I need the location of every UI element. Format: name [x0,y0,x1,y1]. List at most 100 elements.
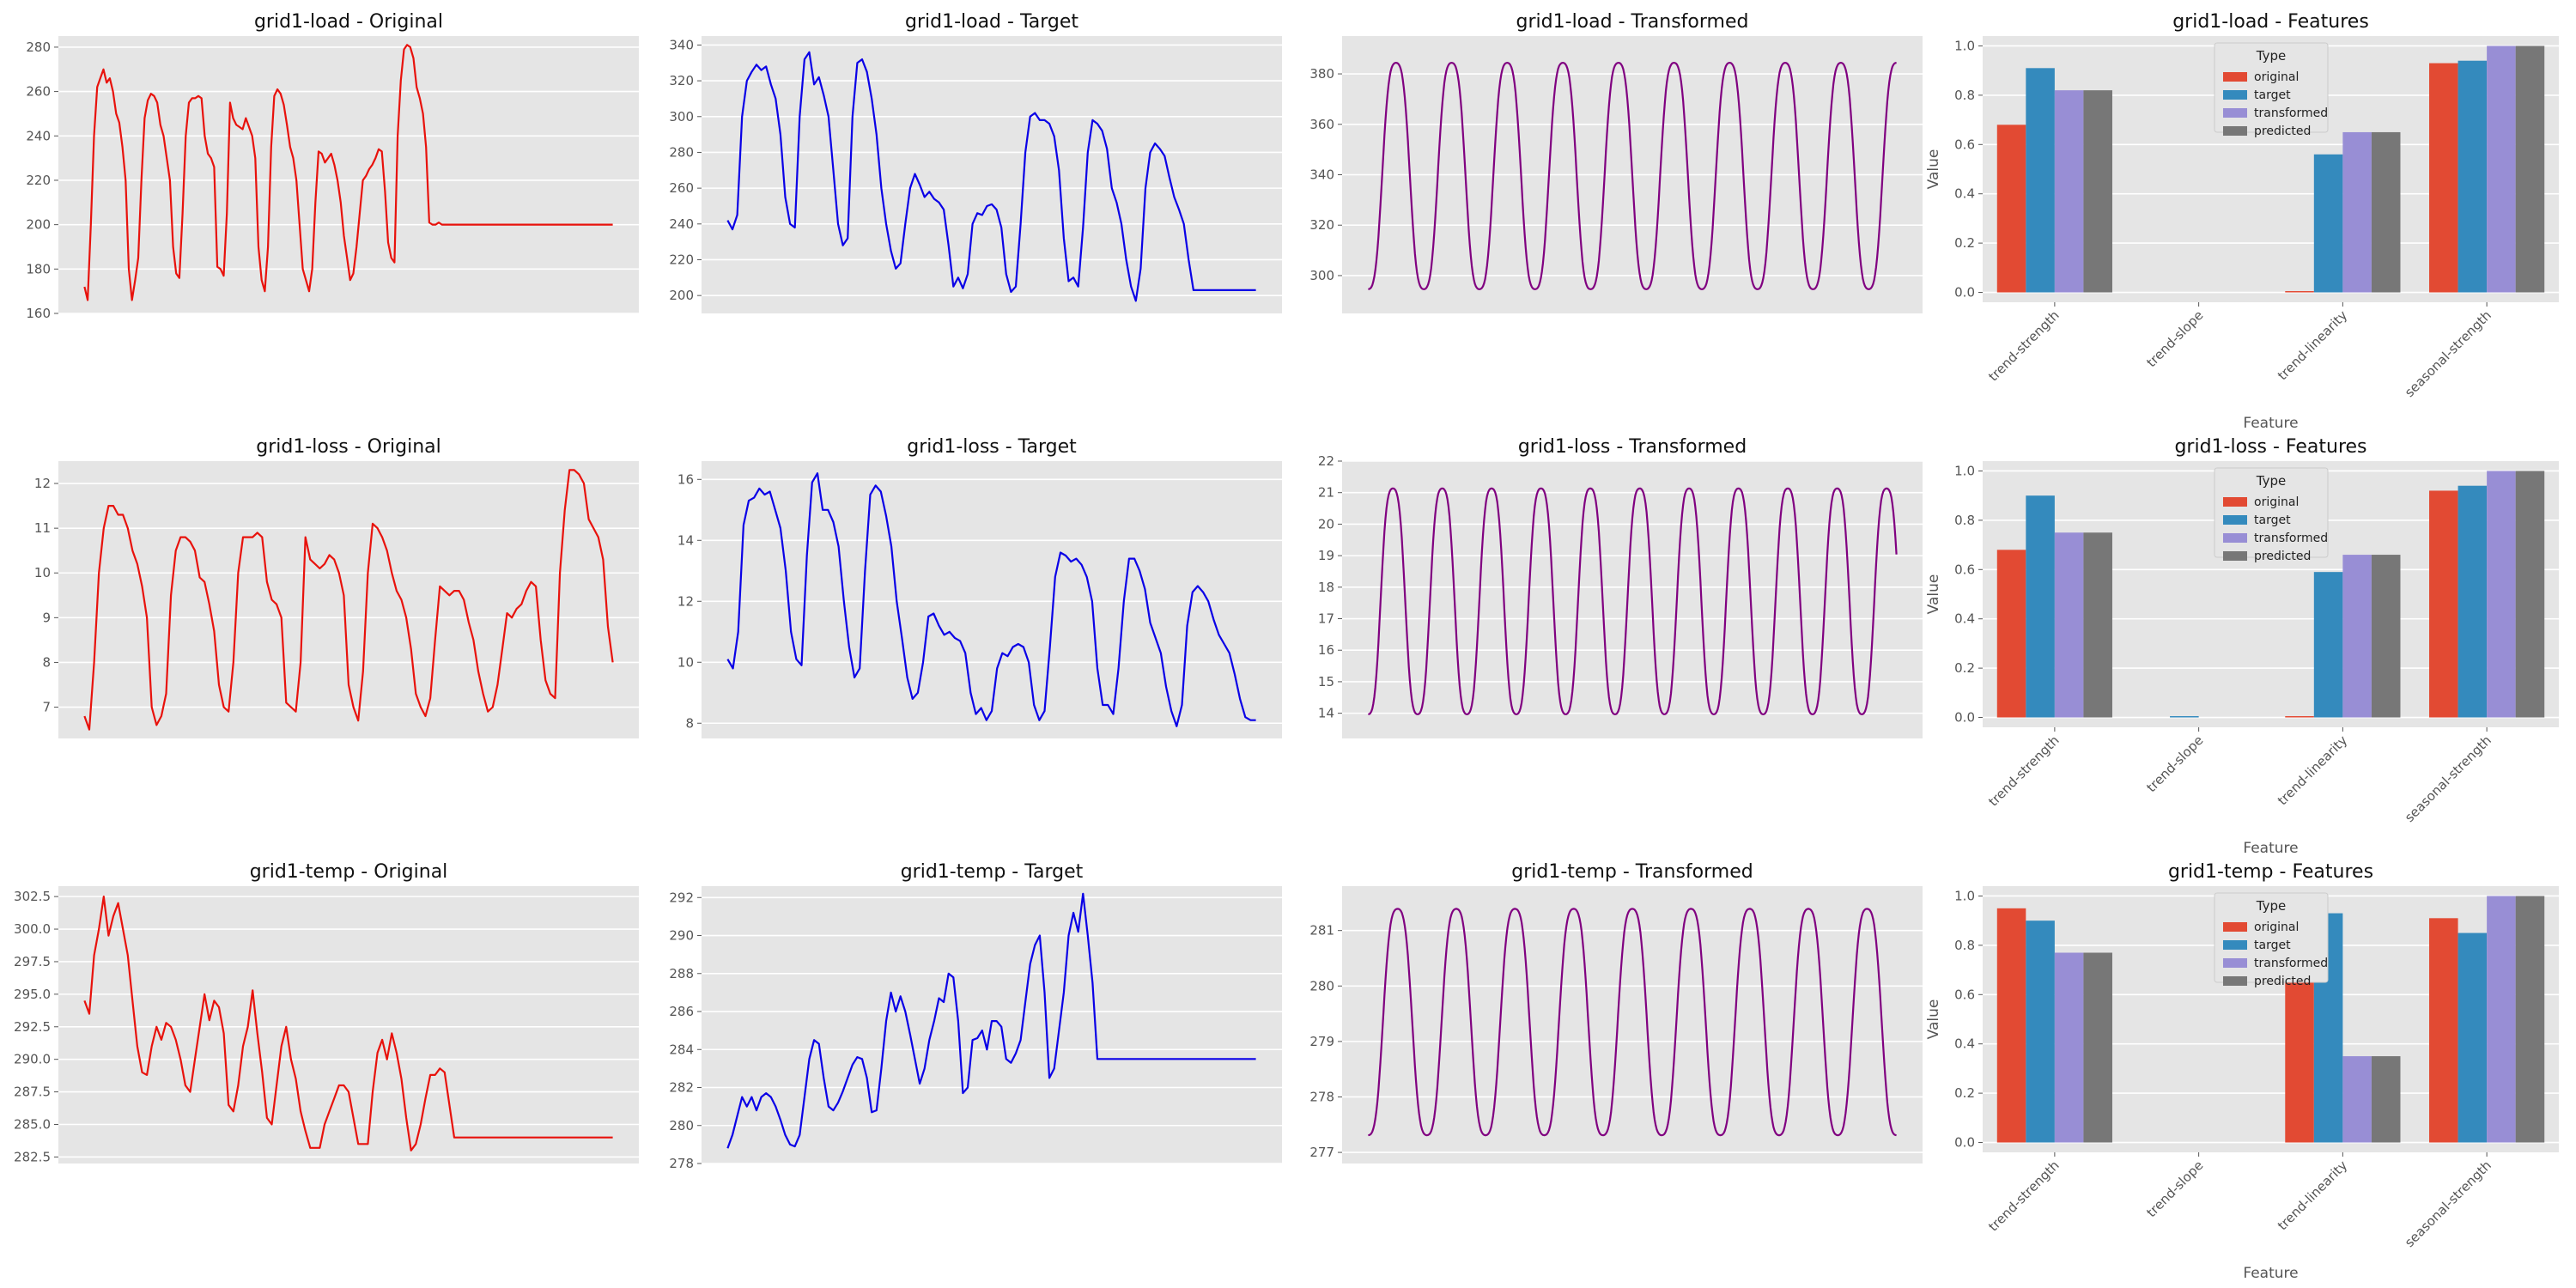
legend-label: predicted [2254,125,2311,138]
chart-title: grid1-load - Target [905,11,1078,33]
y-tick-label: 7 [42,700,51,715]
chart-title: grid1-loss - Features [2174,436,2366,458]
y-tick-label: 14 [677,532,694,548]
y-tick-label: 292.5 [14,1019,51,1035]
y-tick-label: 295.0 [14,987,51,1002]
y-tick-label: 8 [42,654,51,670]
chart-panel: 0.0 0.2 0.4 0.6 0.8 1.0 grid1-load - Features V… [1925,11,2559,432]
y-tick-label: 9 [42,610,51,625]
series-line [83,44,613,301]
y-tick-label: 278 [669,1156,694,1171]
bar [2170,716,2199,718]
y-tick-label: 340 [1309,167,1334,183]
bar [2458,933,2488,1143]
legend-label: predicted [2254,975,2311,988]
y-tick-label: 288 [669,966,694,981]
y-tick-label: 300.0 [14,921,51,937]
y-tick-label: 12 [677,593,694,609]
bar [2054,532,2084,718]
bar [2487,46,2516,293]
legend-label: transformed [2254,532,2328,545]
legend-label: target [2254,939,2291,952]
chart-title: grid1-loss - Target [907,436,1077,458]
series-line [726,472,1256,727]
series-line [1368,61,1897,290]
y-tick-label: 320 [669,73,694,88]
chart-panel: 278 280 282 284 286 288 290 292 grid1-temp - Tar… [669,861,1282,1171]
legend-label: target [2254,88,2291,102]
y-tick-label: 0.4 [1954,611,1975,627]
legend-swatch [2223,551,2247,561]
plot-area [702,461,1282,738]
y-tick-label: 0.2 [1954,660,1975,676]
legend-label: original [2254,920,2299,934]
legend-label: transformed [2254,106,2328,120]
x-tick-label: trend-slope [2143,732,2206,795]
y-tick-label: 10 [677,654,694,670]
chart-title: grid1-temp - Transformed [1511,861,1753,883]
bar [2285,975,2314,1143]
y-tick-label: 0.0 [1954,285,1975,301]
legend-swatch [2223,958,2247,968]
legend-swatch [2223,940,2247,950]
x-tick-label: trend-slope [2143,1157,2206,1220]
bar [2458,60,2488,293]
y-tick-label: 0.2 [1954,1085,1975,1101]
y-tick-label: 0.8 [1954,938,1975,953]
y-tick-label: 282 [669,1080,694,1096]
y-tick-label: 21 [1318,485,1334,501]
x-tick-label: seasonal-strength [2402,1157,2494,1250]
series-line [83,469,614,731]
y-tick-label: 280 [26,39,51,55]
x-tick-label: trend-strength [1985,732,2063,810]
y-tick-label: 290 [669,928,694,944]
chart-panel: 300 320 340 360 380 grid1-load - Transformed [1309,11,1923,313]
series-line [1368,487,1898,716]
legend-swatch [2223,533,2247,543]
y-tick-label: 277 [1309,1145,1334,1160]
y-tick-label: 280 [669,1118,694,1133]
y-tick-label: 300 [669,109,694,125]
y-tick-label: 260 [26,84,51,100]
series-line [83,895,613,1151]
legend-title: Type [2256,48,2286,64]
bar [2429,490,2458,718]
y-tick-label: 15 [1318,674,1334,690]
y-tick-label: 22 [1318,453,1334,469]
y-tick-label: 278 [1309,1089,1334,1104]
plot-area [1342,886,1923,1163]
bar [2054,952,2084,1143]
chart-title: grid1-load - Features [2172,11,2369,33]
chart-panel: 160 180 200 220 240 260 280 grid1-load - Origin… [26,11,639,321]
legend-swatch [2223,922,2247,932]
y-tick-label: 18 [1318,580,1334,595]
chart-panel: 14 15 16 17 18 19 20 21 22 grid1-loss - Transform… [1318,436,1923,738]
y-tick-label: 0.8 [1954,88,1975,103]
chart-panel: 277 278 279 280 281 grid1-temp - Transformed [1309,861,1923,1163]
bar [2083,532,2112,718]
y-tick-label: 340 [669,37,694,52]
bar [2371,131,2401,293]
y-tick-label: 260 [669,180,694,196]
y-tick-label: 320 [1309,217,1334,233]
y-tick-label: 10 [34,565,51,580]
bar [2313,572,2343,718]
bar [2342,1056,2372,1143]
legend-label: target [2254,513,2291,527]
y-tick-label: 240 [669,216,694,232]
x-tick-label: seasonal-strength [2402,307,2494,400]
legend-label: original [2254,495,2299,509]
bar [1996,125,2026,293]
bar [2083,952,2112,1143]
x-tick-label: trend-strength [1985,1157,2063,1235]
y-tick-label: 0.6 [1954,987,1975,1002]
y-tick-label: 16 [1318,642,1334,658]
y-tick-label: 0.6 [1954,562,1975,577]
y-tick-label: 286 [669,1004,694,1019]
y-tick-label: 281 [1309,923,1334,939]
y-tick-label: 160 [26,306,51,321]
y-tick-label: 1.0 [1954,463,1975,478]
plot-area [58,461,639,738]
y-tick-label: 220 [669,252,694,267]
